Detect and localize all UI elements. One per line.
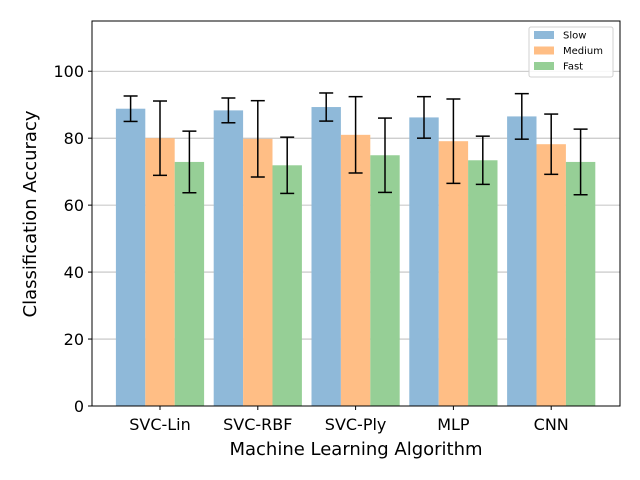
legend-label-medium: Medium (563, 46, 603, 57)
bar-fast-svc-rbf (272, 165, 302, 406)
bar-slow-cnn (507, 116, 537, 407)
y-tick-label-60: 60 (64, 196, 84, 215)
bar-fast-cnn (565, 161, 596, 406)
bar-fast-svc-ply (370, 155, 400, 406)
y-tick-label-0: 0 (74, 397, 84, 416)
legend-swatch-fast (534, 62, 554, 70)
y-tick-label-100: 100 (53, 62, 84, 81)
legend-swatch-slow (534, 31, 554, 39)
legend: Slow Medium Fast (528, 26, 614, 78)
x-tick-label-mlp: MLP (437, 415, 470, 434)
y-tick-label-20: 20 (64, 330, 84, 349)
y-axis: 0 20 40 60 80 100 (53, 62, 92, 416)
bar-slow-svc-lin (115, 108, 146, 406)
x-tick-label-svc-rbf: SVC-RBF (223, 415, 292, 434)
bar-medium-svc-rbf (243, 138, 273, 406)
bar-medium-cnn (536, 144, 566, 406)
bar-slow-mlp (409, 117, 439, 406)
legend-label-fast: Fast (563, 62, 583, 73)
x-axis: SVC-Lin SVC-RBF SVC-Ply MLP CNN (129, 406, 569, 434)
x-tick-label-cnn: CNN (534, 415, 569, 434)
y-tick-label-40: 40 (64, 263, 84, 282)
y-axis-label: Classification Accuracy (20, 110, 41, 317)
x-tick-label-svc-lin: SVC-Lin (129, 415, 191, 434)
x-tick-label-svc-ply: SVC-Ply (325, 415, 387, 434)
bars (115, 107, 596, 407)
bar-slow-svc-ply (311, 107, 341, 407)
y-tick-label-80: 80 (64, 129, 84, 148)
error-bars (123, 92, 588, 196)
legend-swatch-medium (534, 46, 554, 55)
legend-label-slow: Slow (563, 31, 586, 42)
bar-medium-svc-lin (145, 138, 175, 406)
bar-fast-svc-lin (174, 161, 205, 406)
bar-fast-mlp (468, 160, 498, 406)
bar-slow-svc-rbf (213, 110, 244, 406)
bar-medium-svc-ply (340, 134, 371, 406)
bar-medium-mlp (438, 141, 469, 406)
x-axis-label: Machine Learning Algorithm (229, 439, 482, 460)
